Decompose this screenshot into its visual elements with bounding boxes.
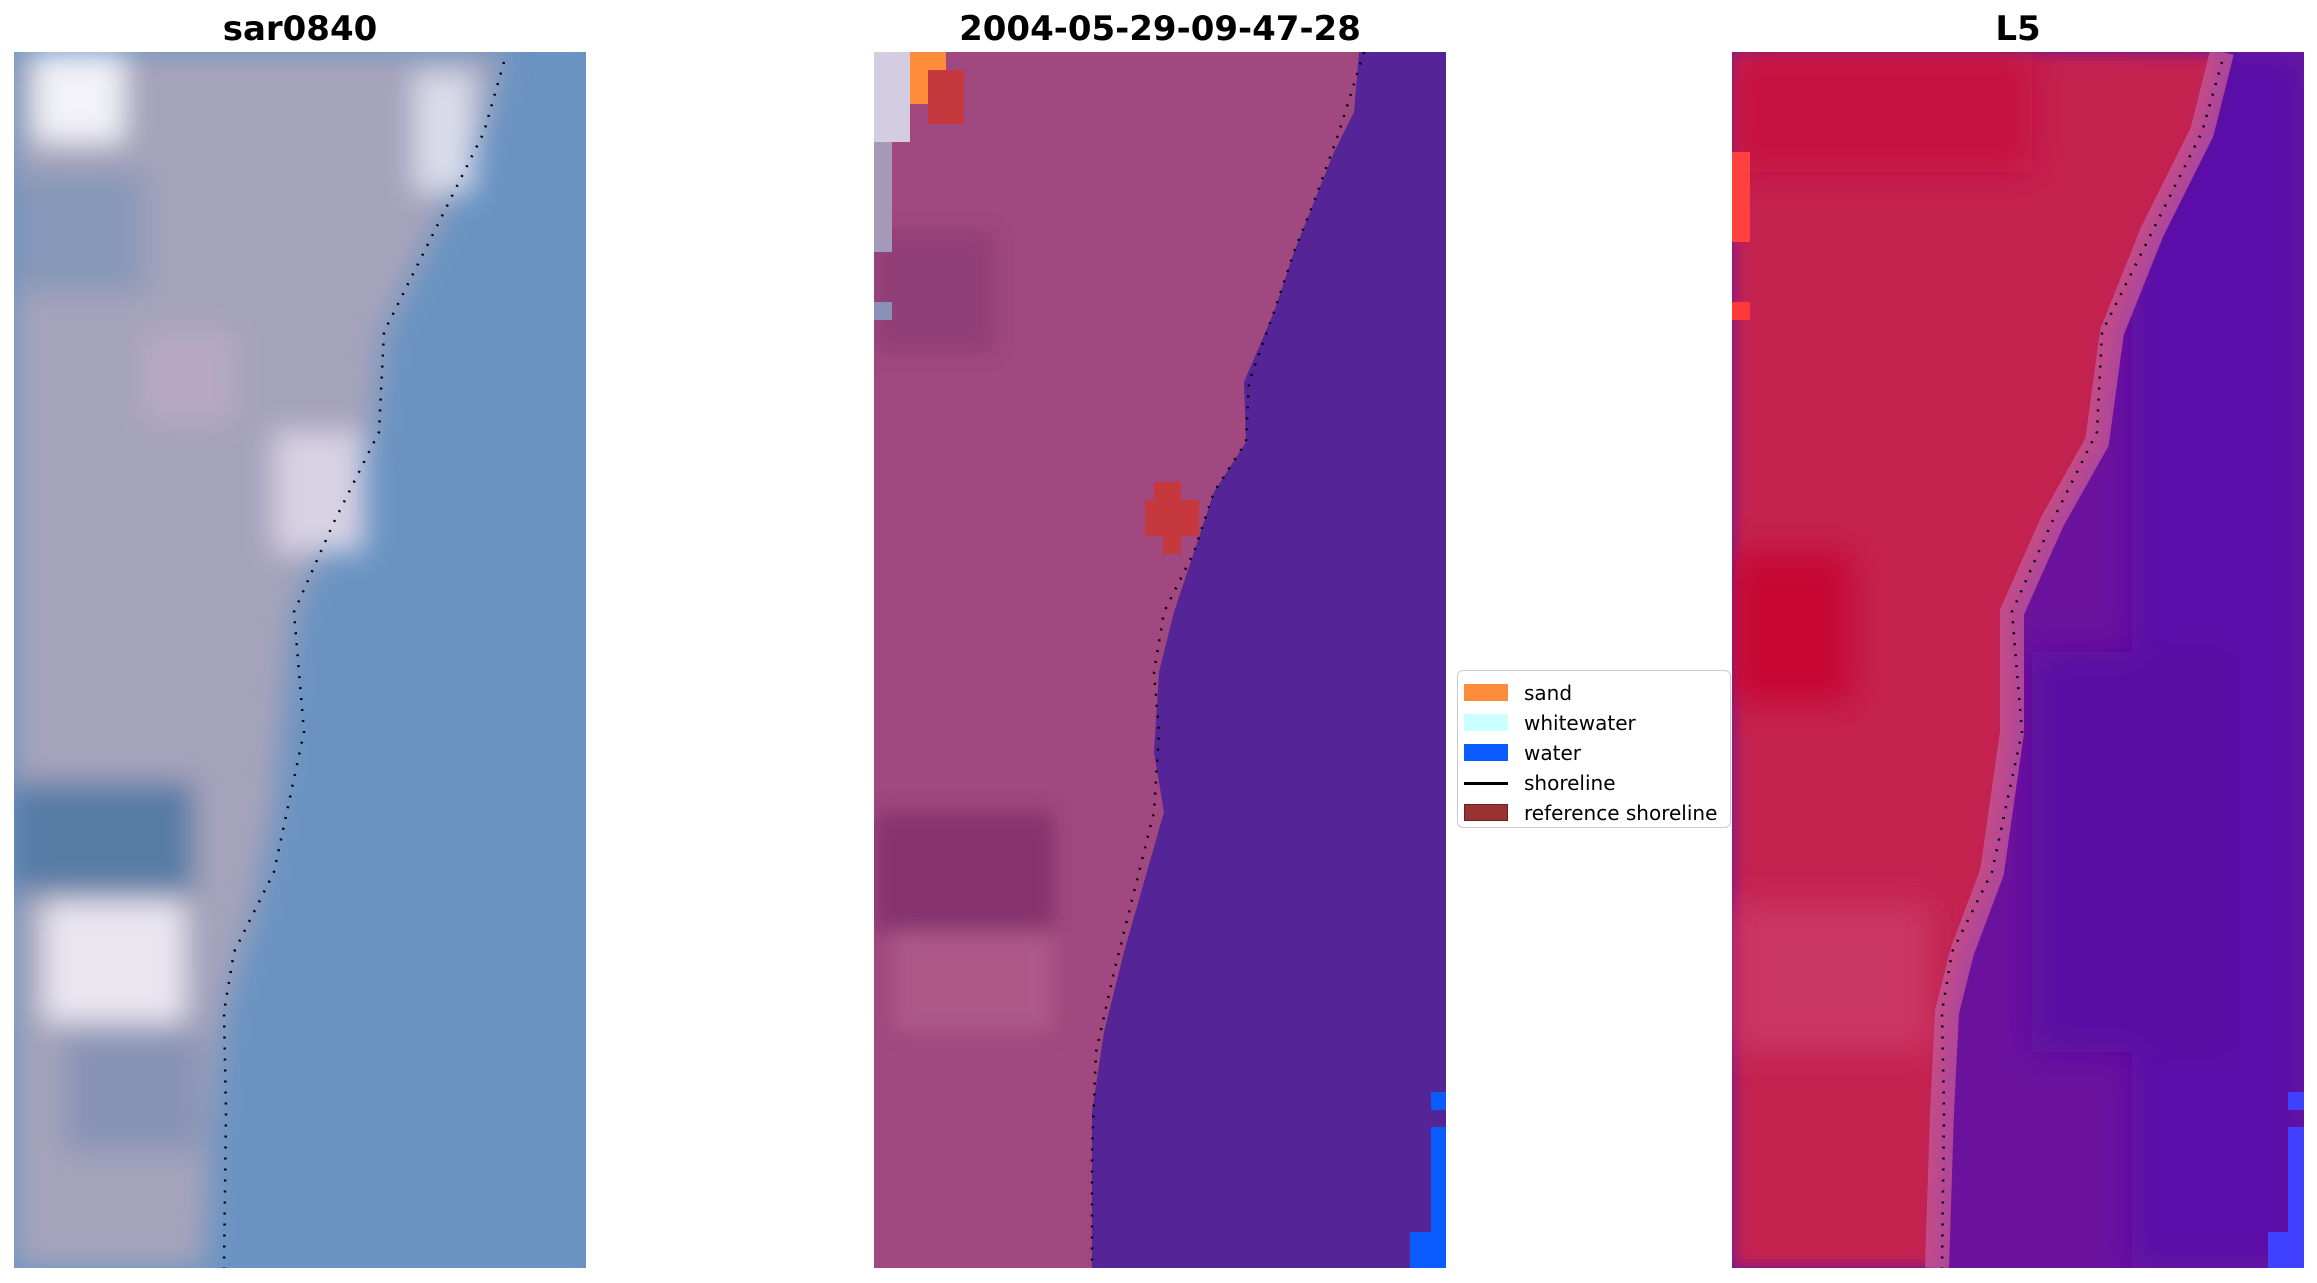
panel-title-index: L5 <box>1995 9 2041 49</box>
legend-item-reference-shoreline: reference shoreline <box>1458 799 1730 829</box>
panel-title-rgb: sar0840 <box>222 9 378 49</box>
reference-shoreline-patch <box>1145 482 1199 554</box>
legend-label: reference shoreline <box>1524 801 1718 825</box>
whitewater-swatch <box>1464 714 1508 731</box>
legend-item-whitewater: whitewater <box>1458 709 1730 739</box>
legend: sand whitewater water shoreline referenc… <box>1457 670 1731 828</box>
rgb-satellite-image <box>14 52 586 1268</box>
shoreline-line-swatch <box>1464 782 1508 785</box>
panel-title-classified: 2004-05-29-09-47-28 <box>959 9 1361 49</box>
legend-item-sand: sand <box>1458 679 1730 709</box>
shoreline-rgb <box>222 61 506 1268</box>
index-image <box>1732 52 2304 1268</box>
legend-item-shoreline: shoreline <box>1458 769 1730 799</box>
shoreline-index <box>1940 61 2224 1268</box>
legend-item-water: water <box>1458 739 1730 769</box>
legend-label: whitewater <box>1524 711 1636 735</box>
legend-label: shoreline <box>1524 771 1616 795</box>
reference-shoreline-swatch <box>1464 804 1508 821</box>
sand-swatch <box>1464 684 1508 701</box>
shoreline-classified <box>1090 52 1366 1268</box>
legend-label: water <box>1524 741 1581 765</box>
water-swatch <box>1464 744 1508 761</box>
legend-label: sand <box>1524 681 1573 705</box>
classified-image <box>874 52 1446 1268</box>
